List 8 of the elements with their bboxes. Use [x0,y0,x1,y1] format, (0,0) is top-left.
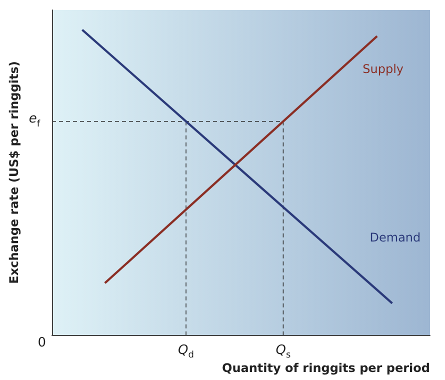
text: Demand [370,230,421,244]
series-label: Supply [362,62,404,76]
text: Q$_{d}$ [178,343,194,361]
x-axis-title: Quantity of ringgits per period [222,361,430,375]
text: 0 [38,336,46,350]
text: Q$_{s}$ [276,343,291,361]
y-axis-title: Exchange rate (US$ per ringgits) [7,61,21,284]
ref-line-label: e$_{f}$ [28,112,40,130]
